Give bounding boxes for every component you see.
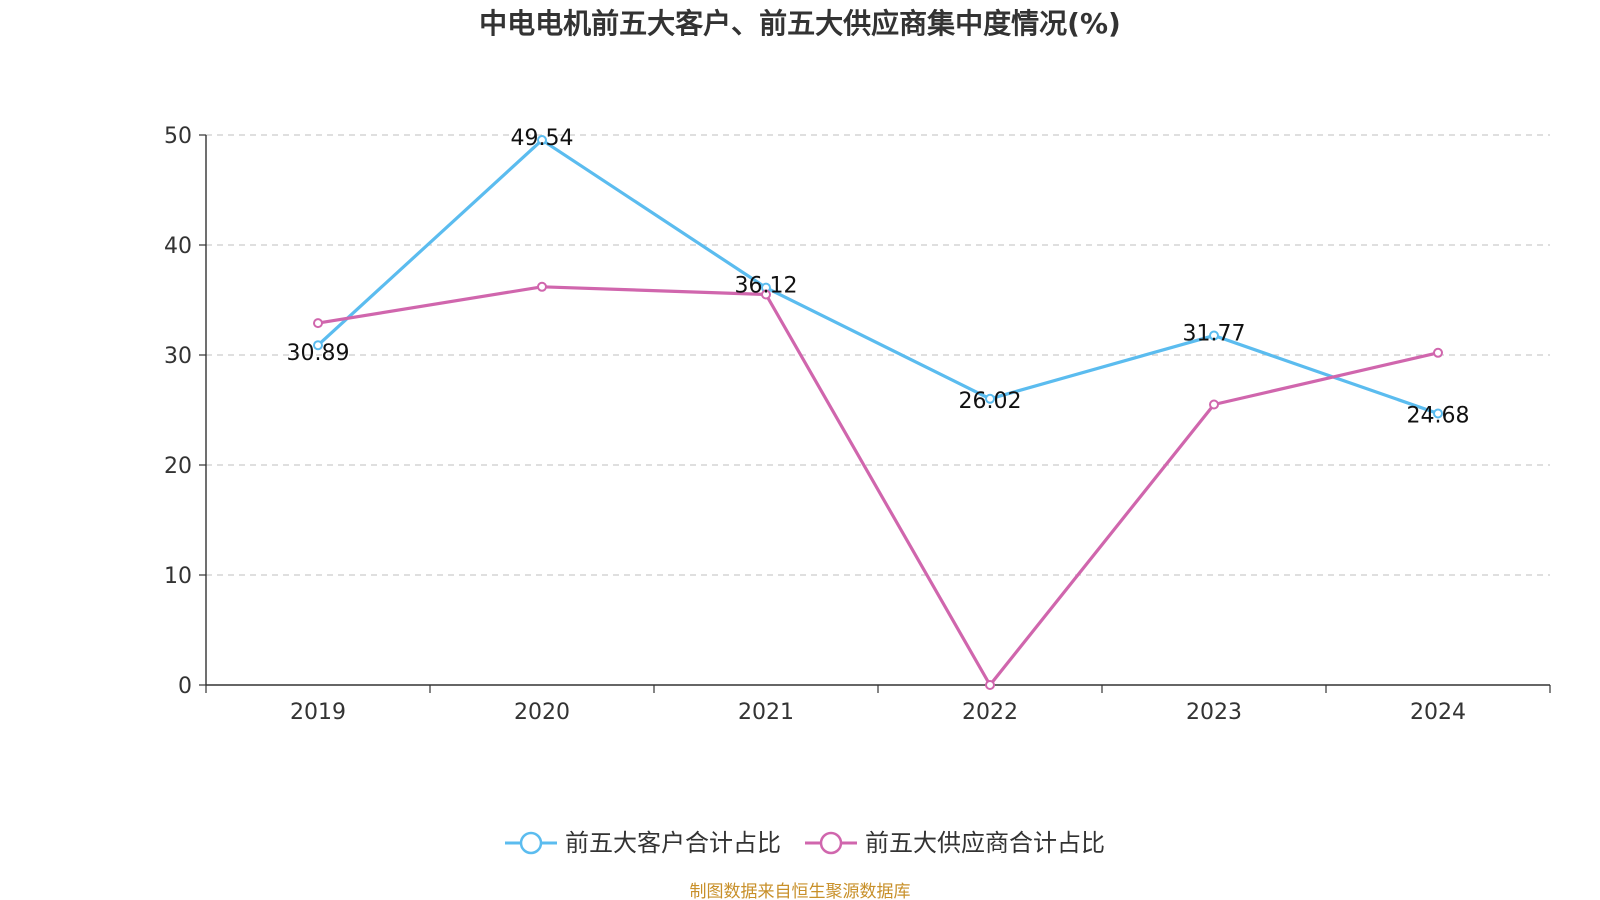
series-line-1 [316,138,1439,416]
y-tick-label: 40 [164,234,192,259]
x-tick-label: 2024 [1410,700,1466,725]
x-tick-label: 2020 [514,700,570,725]
data-point[interactable] [1433,408,1443,419]
data-label: 36.12 [735,274,798,299]
y-tick-label: 0 [178,674,192,699]
data-point[interactable] [761,289,771,300]
series-line-2 [317,285,1439,687]
x-tick-label: 2019 [290,700,346,725]
data-point[interactable] [985,680,995,690]
data-label: 26.02 [959,389,1022,414]
y-tick-label: 10 [164,564,192,589]
grid-lines [206,134,1550,576]
data-point[interactable] [537,135,547,146]
source-note: 制图数据来自恒生聚源数据库 [690,882,911,900]
data-label: 30.89 [287,341,350,366]
data-point[interactable] [1209,399,1219,410]
data-point[interactable] [537,281,547,292]
legend-item-1[interactable]: 前五大客户合计占比 [505,829,781,857]
axes: 0 10 20 30 40 50 2019 2020 2021 2022 2023 2024 [164,124,1551,725]
legend-label: 前五大供应商合计占比 [865,829,1105,857]
y-tick-label: 30 [164,344,192,369]
legend-item-2[interactable]: 前五大供应商合计占比 [805,829,1105,857]
legend-marker-icon [819,831,843,855]
chart-title: 中电电机前五大客户、前五大供应商集中度情况(%) [479,7,1121,40]
data-labels: 30.89 49.54 36.12 26.02 31.77 24.68 [287,126,1470,428]
x-tick-label: 2021 [738,700,794,725]
legend[interactable]: 前五大客户合计占比 前五大供应商合计占比 [505,829,1105,857]
data-point[interactable] [1433,347,1443,358]
series-lines [313,135,1443,690]
data-point[interactable] [313,318,323,329]
data-label: 24.68 [1407,404,1470,429]
y-tick-label: 20 [164,454,192,479]
data-label: 49.54 [511,126,574,151]
legend-label: 前五大客户合计占比 [565,829,781,857]
data-point[interactable] [1209,330,1219,341]
data-point[interactable] [985,393,995,404]
data-point[interactable] [313,340,323,351]
legend-marker-icon [519,831,543,855]
y-tick-label: 50 [164,124,192,149]
data-label: 31.77 [1183,322,1246,347]
x-tick-label: 2023 [1186,700,1242,725]
x-tick-label: 2022 [962,700,1018,725]
